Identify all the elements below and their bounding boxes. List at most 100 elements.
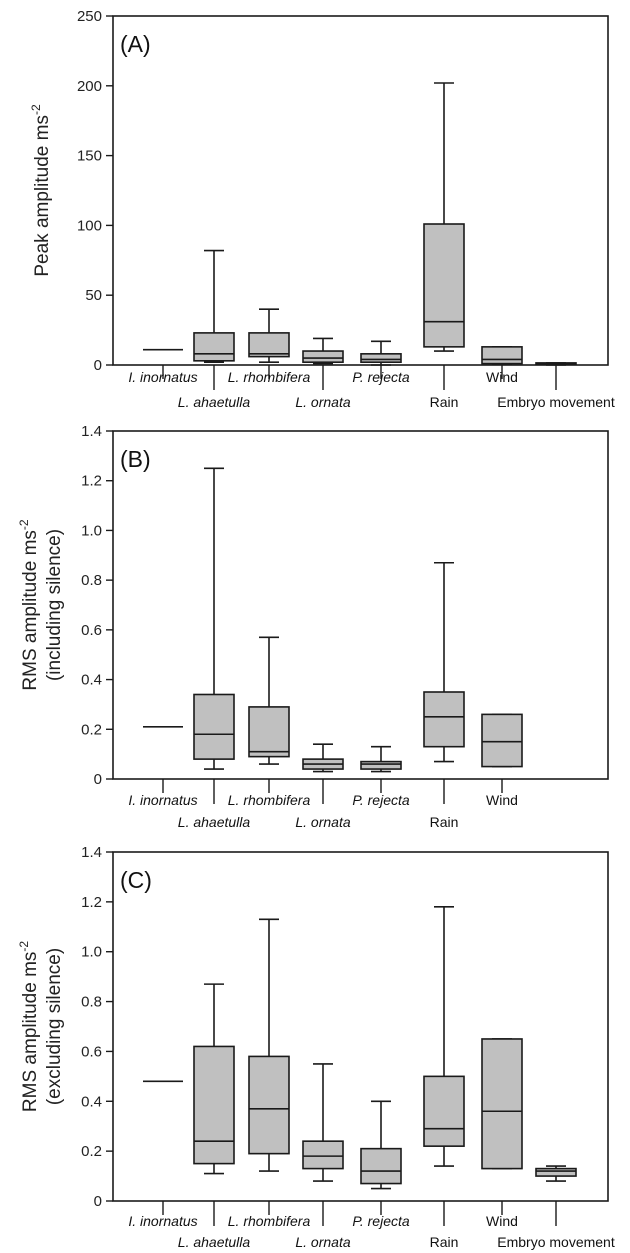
category-label: I. inornatus — [128, 369, 197, 385]
category-label: L. ahaetulla — [178, 394, 251, 410]
box-5 — [423, 82, 465, 352]
y-tick-label: 0.8 — [81, 994, 102, 1011]
category-label: L. ahaetulla — [178, 814, 251, 830]
y-tick-label: 0.6 — [81, 622, 102, 639]
y-tick-label: 200 — [77, 78, 102, 95]
y-tick-label: 0.4 — [81, 672, 102, 689]
box-7 — [535, 362, 577, 366]
box-6 — [481, 1038, 523, 1170]
box-iqr — [360, 1147, 402, 1185]
y-tick-label: 0.4 — [81, 1093, 102, 1110]
box-2 — [248, 308, 290, 364]
box-4 — [360, 745, 402, 773]
category-label: I. inornatus — [128, 792, 197, 808]
category-label: P. rejecta — [352, 792, 410, 808]
y-axis-title: Peak amplitude ms-2 — [29, 104, 53, 277]
box-iqr — [481, 1038, 523, 1170]
panel-a: (A) 0 50 100 150 200 250 Peak amplitude ms-2 I. … — [29, 8, 615, 410]
y-axis-title: RMS amplitude ms-2 — [17, 519, 41, 690]
box-6 — [481, 713, 523, 768]
category-label: Embryo movement — [497, 394, 615, 410]
category-label: P. rejecta — [352, 369, 410, 385]
panel-c: (C) 0 0.2 0.4 0.6 0.8 1.0 1.2 1.4 RMS amplitude m… — [17, 844, 615, 1250]
box-1 — [193, 249, 235, 364]
y-tick-label: 0 — [94, 771, 102, 788]
box-2 — [248, 636, 290, 765]
box-iqr — [481, 713, 523, 768]
box-iqr — [481, 346, 523, 365]
y-axis-title-superscript: -2 — [29, 104, 43, 115]
y-axis-title-text: RMS amplitude ms — [20, 530, 41, 691]
box-1 — [193, 467, 235, 770]
box-7 — [535, 1165, 577, 1182]
box-iqr — [248, 332, 290, 358]
y-tick-label: 1.0 — [81, 944, 102, 961]
category-label: L. ornata — [295, 1234, 350, 1250]
box-5 — [423, 906, 465, 1167]
category-label: L. ornata — [295, 814, 350, 830]
category-label: I. inornatus — [128, 1213, 197, 1229]
box-iqr — [193, 693, 235, 760]
y-tick-label: 250 — [77, 8, 102, 25]
category-label: Rain — [430, 814, 459, 830]
box-iqr — [248, 706, 290, 758]
y-axis-title-line2: (excluding silence) — [44, 948, 65, 1105]
y-tick-label: 1.2 — [81, 473, 102, 490]
box-iqr — [193, 332, 235, 362]
box-iqr — [248, 1055, 290, 1155]
box-3 — [302, 1063, 344, 1182]
y-tick-label: 0.2 — [81, 1143, 102, 1160]
category-label: Rain — [430, 394, 459, 410]
category-label: Wind — [486, 369, 518, 385]
category-label: L. rhombifera — [228, 1213, 311, 1229]
box-iqr — [423, 691, 465, 748]
category-label: Rain — [430, 1234, 459, 1250]
box-iqr — [423, 1075, 465, 1147]
panel-label: (A) — [120, 31, 151, 57]
box-4 — [360, 1100, 402, 1190]
y-tick-label: 1.2 — [81, 894, 102, 911]
category-label: L. ahaetulla — [178, 1234, 251, 1250]
y-tick-label: 0.2 — [81, 721, 102, 738]
y-tick-label: 150 — [77, 148, 102, 165]
category-label: Wind — [486, 1213, 518, 1229]
box-iqr — [193, 1045, 235, 1165]
y-tick-label: 50 — [85, 287, 102, 304]
box-3 — [302, 743, 344, 773]
box-1 — [193, 983, 235, 1175]
category-label: L. ornata — [295, 394, 350, 410]
category-label: L. rhombifera — [228, 369, 311, 385]
box-iqr — [302, 1140, 344, 1170]
y-axis-title-text: RMS amplitude ms — [20, 952, 41, 1113]
box-iqr — [423, 223, 465, 348]
box-4 — [360, 340, 402, 366]
box-iqr — [535, 1167, 577, 1177]
y-tick-label: 0.6 — [81, 1043, 102, 1060]
box-iqr — [360, 353, 402, 364]
y-axis-title-superscript: -2 — [17, 519, 31, 530]
panel-label: (B) — [120, 446, 151, 472]
panel-b: (B) 0 0.2 0.4 0.6 0.8 1.0 1.2 1.4 RMS amplitude m… — [17, 423, 609, 830]
plot-frame — [112, 851, 609, 1202]
category-label: L. rhombifera — [228, 792, 311, 808]
category-label: Wind — [486, 792, 518, 808]
box-2 — [248, 918, 290, 1172]
y-tick-label: 1.0 — [81, 522, 102, 539]
box-iqr — [302, 350, 344, 364]
category-label: P. rejecta — [352, 1213, 410, 1229]
y-tick-label: 1.4 — [81, 423, 102, 440]
box-5 — [423, 561, 465, 763]
y-tick-label: 0 — [94, 357, 102, 374]
y-axis-title-line2: (including silence) — [44, 529, 65, 681]
y-axis-title-text: Peak amplitude ms — [32, 115, 53, 277]
y-tick-label: 100 — [77, 217, 102, 234]
y-axis-title: RMS amplitude ms-2 — [17, 941, 41, 1112]
plot-frame — [112, 430, 609, 780]
panel-label: (C) — [120, 867, 152, 893]
category-label: Embryo movement — [497, 1234, 615, 1250]
box-6 — [481, 346, 523, 365]
plot-frame — [112, 15, 609, 366]
y-axis-title-superscript: -2 — [17, 941, 31, 952]
